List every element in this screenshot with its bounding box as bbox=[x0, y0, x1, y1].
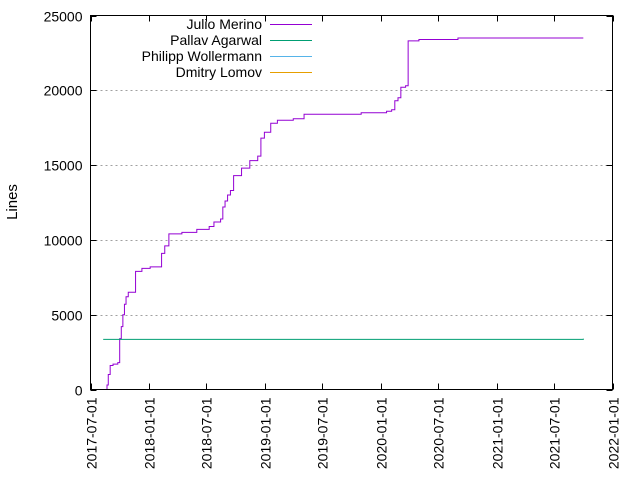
series-lines bbox=[103, 37, 584, 390]
x-tick-label: 2017-07-01 bbox=[84, 397, 100, 469]
x-tick-label: 2019-07-01 bbox=[315, 397, 331, 469]
x-tick-label: 2020-01-01 bbox=[374, 397, 390, 469]
x-tick-label: 2022-01-01 bbox=[606, 397, 622, 469]
y-tick-label: 5000 bbox=[51, 308, 82, 324]
grid bbox=[90, 90, 613, 316]
y-tick-label: 0 bbox=[75, 383, 83, 399]
y-axis-ticks: 0 5000 10000 15000 20000 25000 bbox=[44, 9, 613, 399]
y-tick-label: 25000 bbox=[44, 9, 83, 25]
y-tick-label: 10000 bbox=[44, 233, 83, 249]
y-tick-label: 20000 bbox=[44, 83, 83, 99]
legend-label-julio-merino: Julio Merino bbox=[187, 16, 263, 32]
y-tick-label: 15000 bbox=[44, 158, 83, 174]
x-axis-ticks: 2017-07-01 2018-01-01 2018-07-01 2019-01-01… bbox=[84, 15, 622, 469]
x-tick-label: 2021-01-01 bbox=[490, 397, 506, 469]
x-tick-label: 2019-01-01 bbox=[258, 397, 274, 469]
legend-label-dmitry-lomov: Dmitry Lomov bbox=[176, 64, 262, 80]
plot-frame bbox=[90, 15, 613, 390]
x-tick-label: 2018-01-01 bbox=[142, 397, 158, 469]
legend-label-philipp-wollermann: Philipp Wollermann bbox=[142, 48, 262, 64]
legend-label-pallav-agarwal: Pallav Agarwal bbox=[170, 32, 262, 48]
y-axis-label: Lines bbox=[4, 184, 21, 220]
x-tick-label: 2021-07-01 bbox=[547, 397, 563, 469]
series-line-julio-merino bbox=[105, 37, 584, 390]
x-tick-label: 2020-07-01 bbox=[431, 397, 447, 469]
x-tick-label: 2018-07-01 bbox=[199, 397, 215, 469]
series-line-pallav-agarwal bbox=[103, 338, 584, 340]
